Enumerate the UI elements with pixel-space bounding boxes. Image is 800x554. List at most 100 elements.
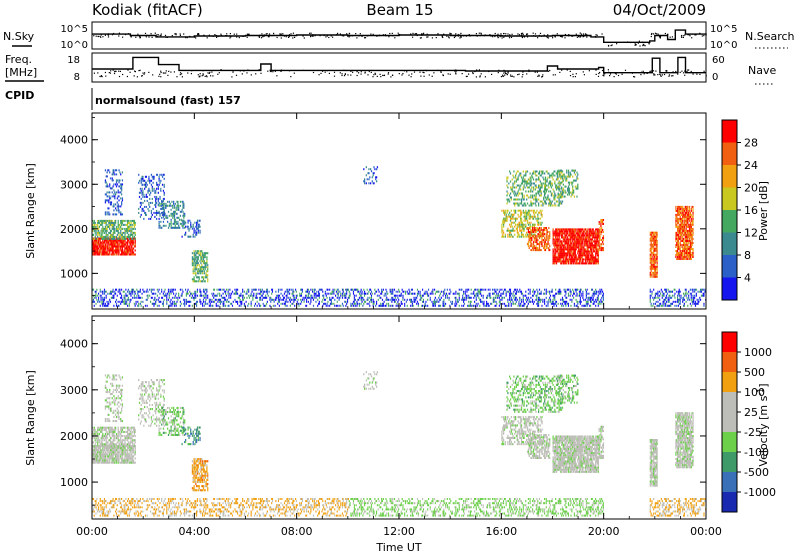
power-cell <box>526 213 528 216</box>
power-cell <box>130 294 132 297</box>
power-cell <box>206 270 208 273</box>
power-cell <box>542 239 544 242</box>
nave-dot <box>666 70 668 72</box>
power-cell <box>521 223 524 226</box>
power-cell <box>543 196 545 199</box>
power-cell <box>686 252 688 254</box>
power-cell <box>564 191 566 194</box>
power-cell <box>114 235 116 238</box>
power-cell <box>92 233 95 236</box>
power-cell <box>559 246 561 249</box>
power-cell <box>162 173 165 176</box>
nsearch-dot <box>356 37 358 39</box>
power-cell <box>103 298 105 301</box>
power-cell <box>561 187 563 190</box>
power-cell <box>535 174 537 177</box>
power-cell <box>654 231 657 234</box>
power-cell <box>196 268 198 271</box>
power-cell <box>114 243 116 246</box>
power-cell <box>184 298 186 301</box>
power-cell <box>680 254 682 256</box>
power-cell <box>542 233 544 236</box>
power-cell <box>163 209 165 212</box>
power-cell <box>117 227 119 230</box>
power-cell <box>517 223 519 226</box>
power-cell <box>541 184 543 187</box>
power-cell <box>102 253 104 256</box>
power-cell <box>521 196 524 199</box>
power-cell <box>119 171 121 174</box>
power-cell <box>108 237 110 240</box>
power-cell <box>110 239 113 242</box>
nave-dot <box>675 70 677 73</box>
power-cell <box>655 231 657 234</box>
power-cell <box>537 219 539 222</box>
power-cell <box>653 253 655 256</box>
power-cell <box>109 241 112 244</box>
nsearch-dot <box>423 32 425 34</box>
power-cell <box>688 229 690 232</box>
power-cell <box>563 260 565 263</box>
power-cell <box>155 191 157 194</box>
power-cell <box>501 209 503 212</box>
power-cell <box>113 243 115 246</box>
power-cell <box>594 250 596 253</box>
power-cell <box>655 257 657 260</box>
power-cell <box>540 190 542 193</box>
power-cell <box>537 233 539 236</box>
power-cell <box>577 228 579 231</box>
power-cell <box>113 241 115 244</box>
power-cell <box>556 234 559 237</box>
power-cell <box>565 248 567 251</box>
power-cell <box>679 237 681 240</box>
power-cell <box>100 245 102 248</box>
power-cell <box>95 245 97 248</box>
power-cell <box>162 206 165 209</box>
power-cell <box>676 252 678 254</box>
nsearch-dot <box>634 43 637 45</box>
power-cell <box>185 298 187 301</box>
power-cell <box>677 246 680 248</box>
power-cell <box>677 237 680 240</box>
power-cell <box>691 254 693 256</box>
power-cell <box>514 217 516 220</box>
power-cell <box>115 249 118 252</box>
power-cell <box>567 240 570 243</box>
power-cell <box>528 239 530 242</box>
power-cell <box>555 246 558 249</box>
power-cell <box>577 234 579 237</box>
power-cell <box>191 227 194 230</box>
nsearch-dot <box>328 36 330 39</box>
power-cell <box>532 202 534 205</box>
power-cell <box>536 174 538 177</box>
power-cell <box>526 235 528 238</box>
nave-dot <box>274 70 276 72</box>
nave-dot <box>681 70 683 72</box>
power-cell <box>576 171 578 174</box>
power-cell <box>540 186 542 189</box>
power-cell <box>524 217 526 220</box>
power-cell <box>110 201 113 204</box>
nave-dot <box>352 71 354 73</box>
nsearch-dot <box>412 32 414 34</box>
power-cell <box>122 219 124 222</box>
power-cell <box>127 294 129 297</box>
power-cell <box>596 252 599 255</box>
power-cell <box>121 241 124 244</box>
power-cell <box>126 229 128 232</box>
power-cell <box>596 244 599 247</box>
nsearch-dot <box>546 35 548 37</box>
power-cell <box>677 211 680 214</box>
power-cell <box>677 254 680 256</box>
power-cell <box>132 237 135 240</box>
power-cell <box>202 276 204 279</box>
power-cell <box>368 178 370 181</box>
power-cell <box>162 304 164 307</box>
power-cell <box>204 280 206 283</box>
power-cell <box>536 243 538 246</box>
nsearch-dot <box>652 33 655 35</box>
nsearch-dot <box>457 33 459 36</box>
power-cell <box>544 188 546 191</box>
power-cell <box>682 231 684 234</box>
power-cell <box>544 184 546 187</box>
